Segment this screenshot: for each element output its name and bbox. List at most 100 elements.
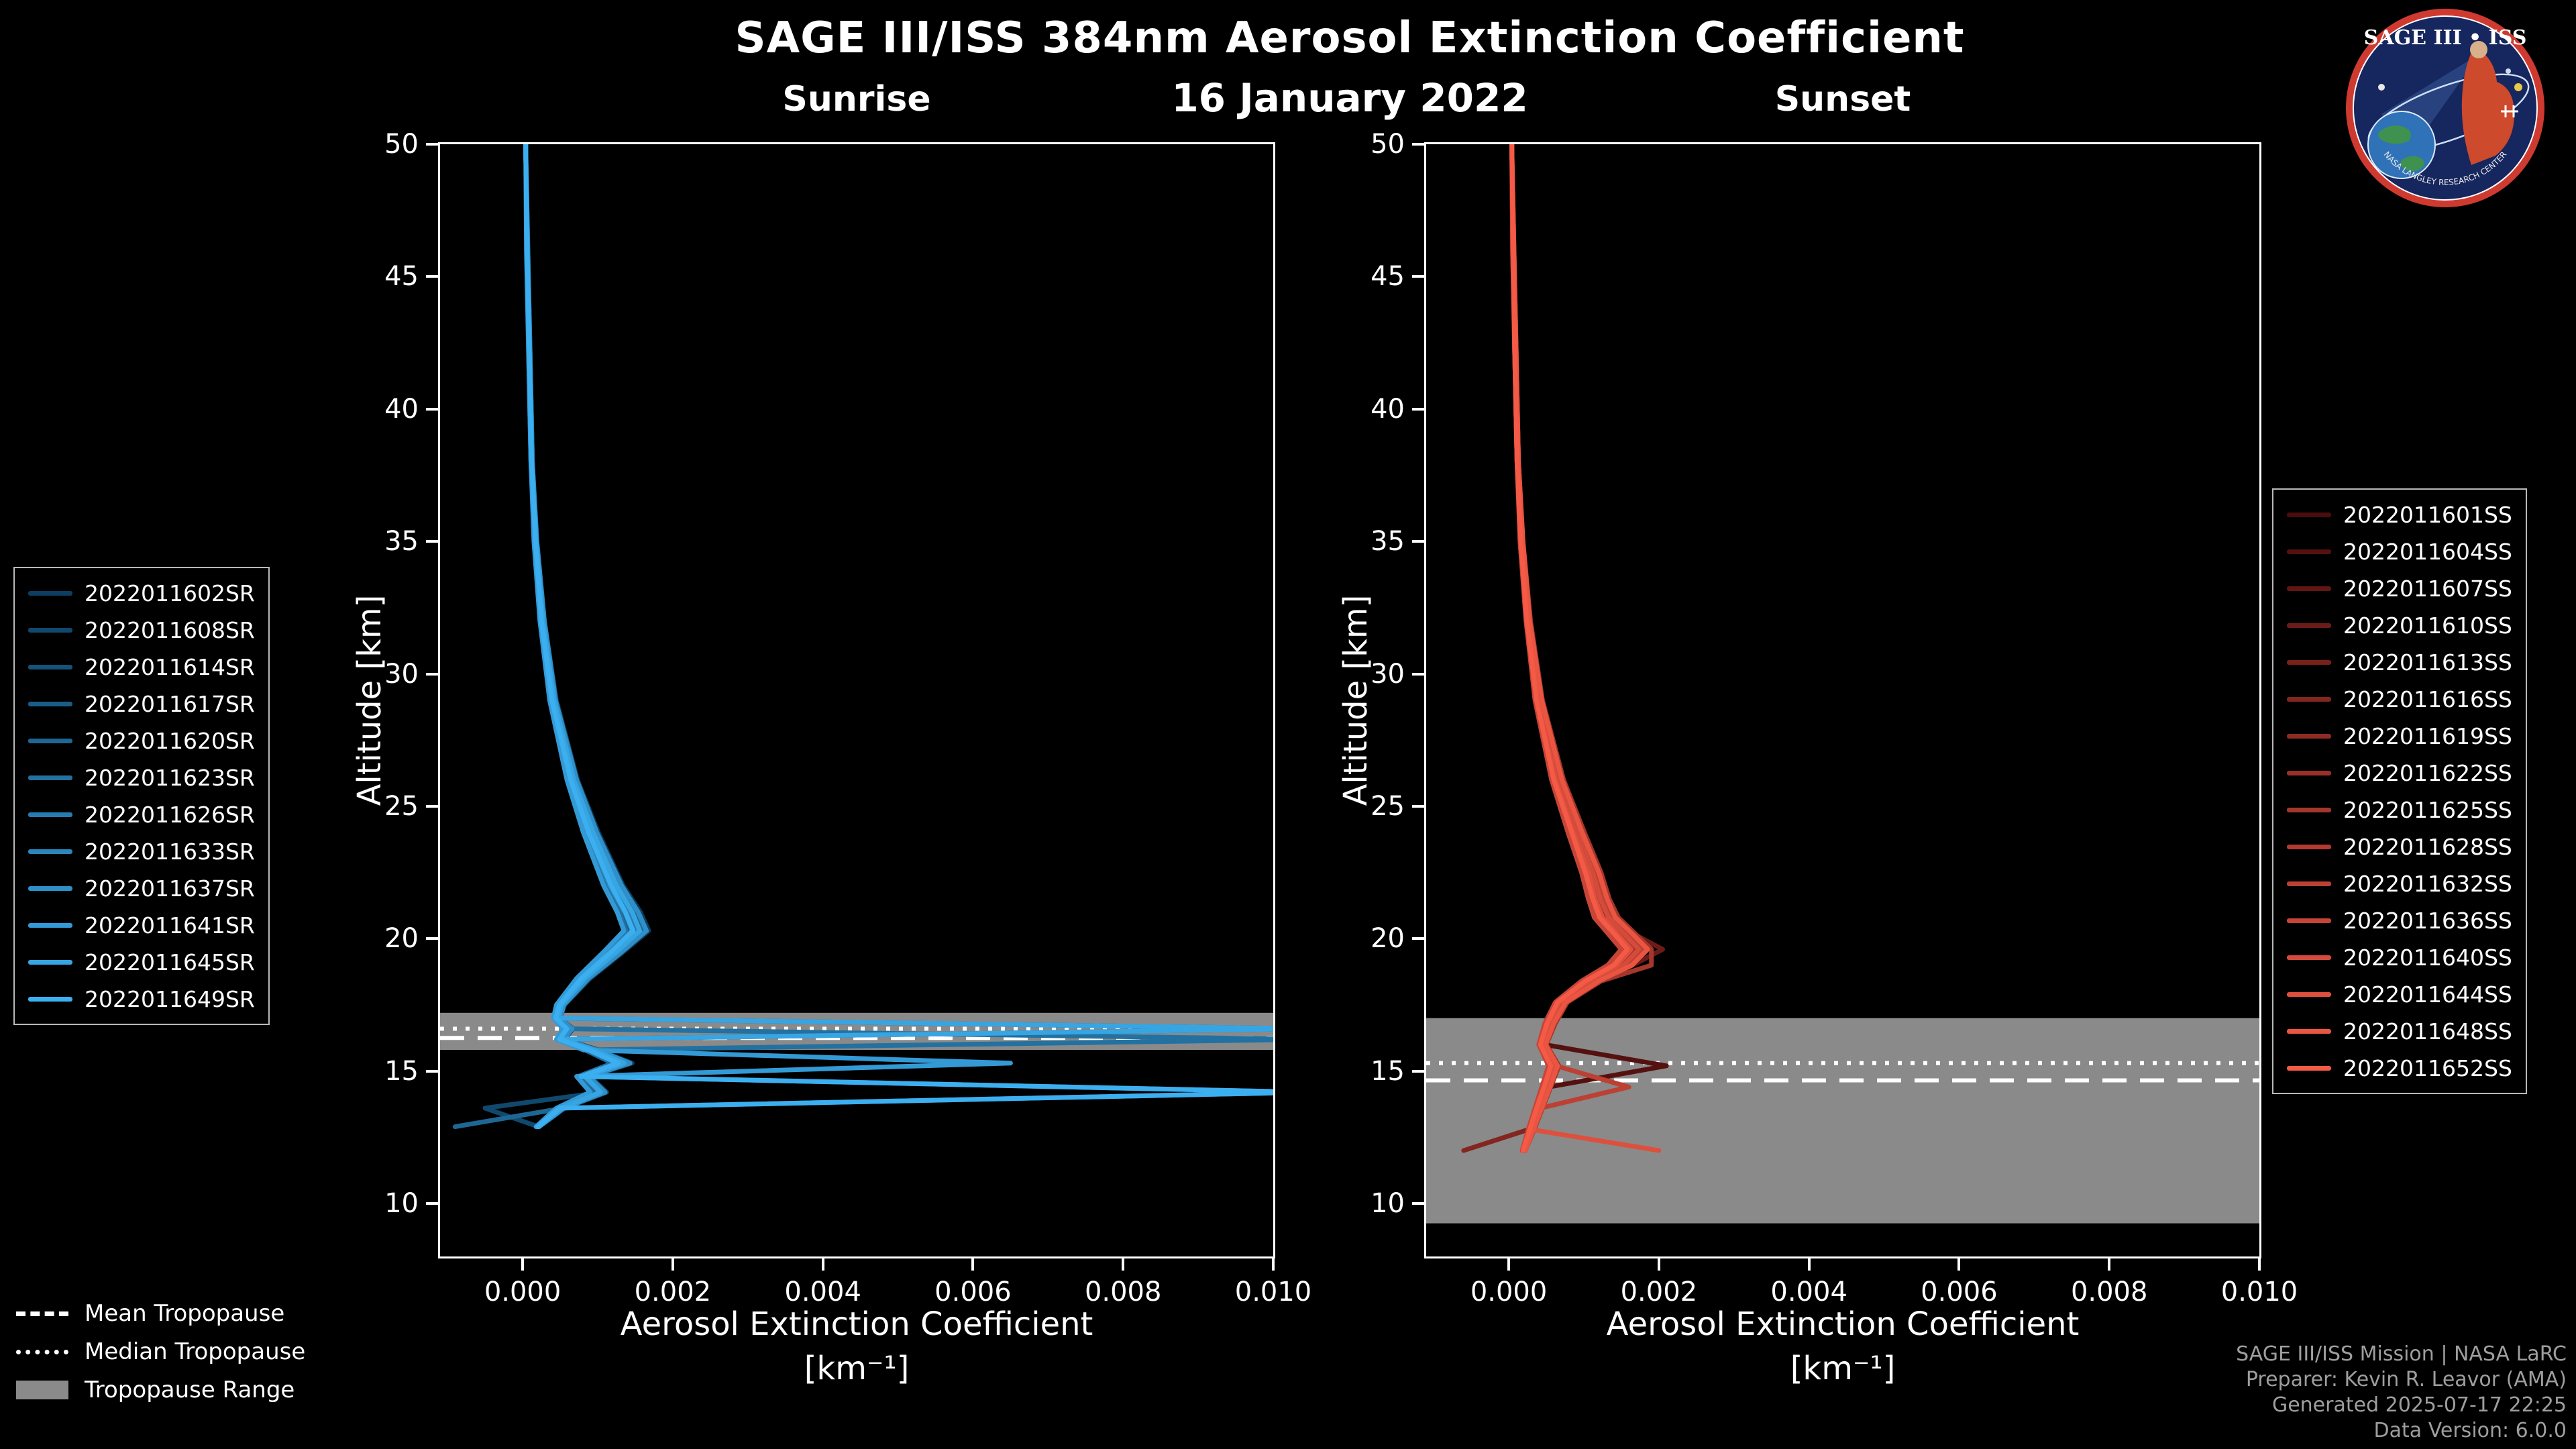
y-tick: [1412, 143, 1424, 146]
legend-label: 2022011613SS: [2343, 649, 2512, 676]
series-2022011633SR: [523, 144, 1273, 1130]
x-tick-label: 0.004: [1770, 1277, 1847, 1307]
y-tick-label: 15: [384, 1055, 419, 1087]
legend-item: 2022011617SR: [28, 690, 255, 718]
x-tick: [2108, 1258, 2111, 1271]
legend-line-swatch: [28, 996, 72, 1002]
footer-line-generated: Generated 2025-07-17 22:25: [2271, 1393, 2567, 1417]
legend-label: 2022011620SR: [85, 727, 255, 754]
legend-line-swatch: [2287, 696, 2331, 702]
x-tick-label: 0.008: [2070, 1277, 2148, 1307]
legend-line-swatch: [28, 590, 72, 596]
x-tick: [1657, 1258, 1660, 1271]
x-tick: [821, 1258, 824, 1271]
legend-line-swatch: [28, 885, 72, 891]
logo-moon-icon: [2506, 68, 2511, 74]
legend-label: 2022011602SR: [85, 580, 255, 606]
series-2022011652SS: [1509, 144, 1630, 1153]
x-axis-label-sunset: Aerosol Extinction Coefficient: [1606, 1305, 2080, 1343]
legend-line-swatch: [2287, 955, 2331, 960]
series-2022011620SR: [452, 144, 647, 1130]
y-tick-label: 30: [384, 658, 419, 690]
panel-title-sunset: Sunset: [1774, 79, 1911, 119]
legend-sunset: 2022011601SS 2022011604SS 2022011607SS 2022…: [2272, 488, 2527, 1094]
legend-label: 2022011633SR: [85, 838, 255, 865]
legend-line-swatch: [2287, 512, 2331, 517]
y-tick: [1412, 1202, 1424, 1205]
legend-line-swatch: [2287, 1028, 2331, 1034]
logo-star-icon: [2378, 84, 2385, 91]
series-2022011614SR: [523, 144, 1273, 1130]
legend-line-swatch: [2287, 659, 2331, 665]
series-2022011649SR: [523, 144, 1273, 1130]
y-tick: [1412, 275, 1424, 278]
y-tick: [426, 804, 438, 808]
logo-iss-icon: [2501, 105, 2518, 117]
legend-line-swatch: [28, 812, 72, 817]
legend-item: 2022011608SR: [28, 616, 255, 644]
y-tick: [426, 275, 438, 278]
legend-label: 2022011625SS: [2343, 796, 2512, 823]
x-tick: [1807, 1258, 1811, 1271]
legend-line-swatch: [2287, 807, 2331, 812]
tropopause-range-label: Tropopause Range: [85, 1377, 295, 1403]
y-tick-label: 35: [1371, 526, 1405, 557]
legend-line-swatch: [28, 701, 72, 706]
y-tick: [426, 937, 438, 941]
panel-sunset: 0.000 0.002 0.004 0.006 0.008 0.010 10 15 20 25 30…: [1371, 129, 2298, 1307]
y-tick: [1412, 407, 1424, 411]
legend-sunrise: 2022011602SR 2022011608SR 2022011614SR 2022…: [13, 567, 270, 1025]
legend-line-swatch: [2287, 770, 2331, 775]
legend-item: 2022011636SS: [2287, 906, 2512, 934]
legend-label: 2022011604SS: [2343, 538, 2512, 565]
logo-figure-head: [2470, 41, 2487, 58]
legend-label: 2022011644SS: [2343, 981, 2512, 1008]
y-tick-label: 50: [1371, 129, 1405, 160]
x-tick-label: 0.002: [634, 1277, 712, 1307]
legend-label: 2022011601SS: [2343, 501, 2512, 528]
x-tick-label: 0.006: [1921, 1277, 1998, 1307]
x-tick: [671, 1258, 674, 1271]
legend-item: 2022011602SR: [28, 579, 255, 607]
dashed-line-sample: [16, 1311, 68, 1316]
legend-label: 2022011608SR: [85, 616, 255, 643]
legend-line-swatch: [28, 627, 72, 633]
x-tick-label: 0.010: [1234, 1277, 1312, 1307]
y-tick-label: 40: [384, 393, 419, 425]
y-axis-label-sunset: Altitude [km]: [1337, 594, 1375, 806]
legend-label: 2022011645SR: [85, 949, 255, 975]
legend-line-swatch: [2287, 549, 2331, 554]
legend-line-swatch: [2287, 1065, 2331, 1071]
y-tick: [426, 672, 438, 676]
median-tropopause-label: Median Tropopause: [85, 1338, 306, 1365]
x-tick: [971, 1258, 975, 1271]
y-tick: [426, 1202, 438, 1205]
legend-line-swatch: [28, 738, 72, 743]
sage-iii-iss-logo: SAGE III • ISS NASA LANGLEY RESEARCH CEN…: [2346, 9, 2544, 207]
legend-line-swatch: [28, 775, 72, 780]
legend-label: 2022011628SS: [2343, 833, 2512, 860]
page-title: SAGE III/ISS 384nm Aerosol Extinction Co…: [735, 13, 1965, 63]
legend-item: 2022011625SS: [2287, 796, 2512, 824]
legend-item: 2022011614SR: [28, 653, 255, 681]
legend-line-swatch: [28, 959, 72, 965]
y-tick: [426, 540, 438, 543]
y-tick: [1412, 937, 1424, 941]
legend-label: 2022011617SR: [85, 690, 255, 717]
panel-title-sunrise: Sunrise: [782, 79, 931, 119]
mean-tropopause-label: Mean Tropopause: [85, 1300, 285, 1327]
legend-item: 2022011628SS: [2287, 833, 2512, 861]
legend-line-swatch: [2287, 586, 2331, 591]
y-tick-label: 50: [384, 129, 419, 160]
legend-line-swatch: [2287, 623, 2331, 628]
legend-item: 2022011632SS: [2287, 869, 2512, 898]
legend-item: 2022011613SS: [2287, 648, 2512, 676]
y-tick: [1412, 1069, 1424, 1073]
x-tick-label: 0.004: [784, 1277, 861, 1307]
legend-label: 2022011636SS: [2343, 907, 2512, 934]
y-tick: [1412, 804, 1424, 808]
logo-planet-icon: [2514, 83, 2522, 91]
legend-label: 2022011641SR: [85, 912, 255, 938]
series-2022011623SR: [523, 144, 1273, 1130]
legend-label: 2022011626SR: [85, 801, 255, 828]
